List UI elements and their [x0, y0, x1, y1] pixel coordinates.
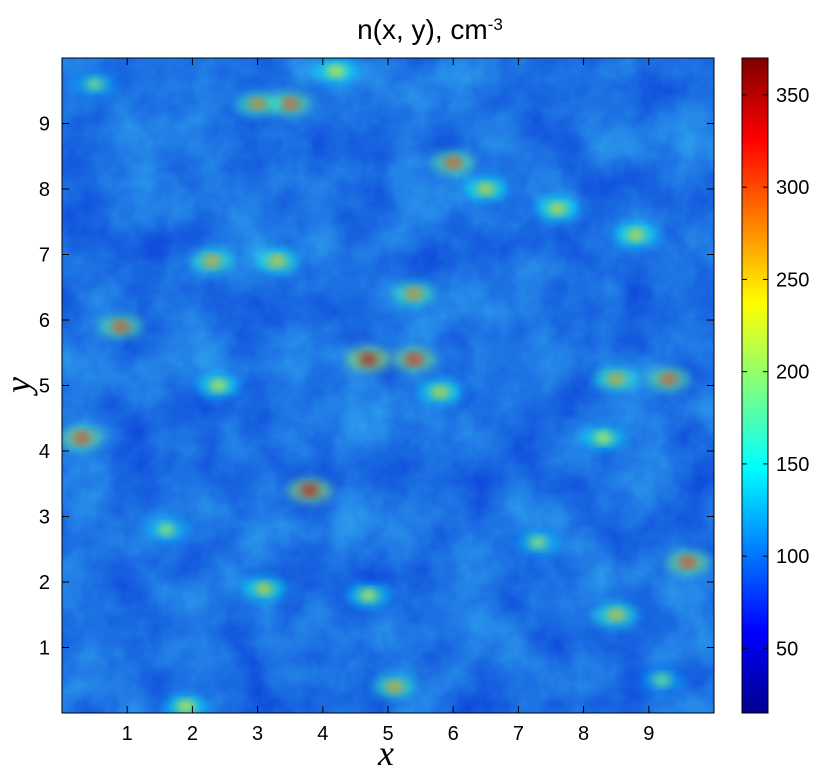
x-tick-label: 1: [122, 723, 133, 745]
y-tick-label: 8: [39, 179, 50, 201]
hotspot-24: [594, 432, 613, 443]
x-tick-label: 8: [578, 723, 589, 745]
colorbar-tick-label: 250: [776, 269, 809, 291]
hotspot-12: [405, 288, 424, 299]
y-tick-label: 7: [39, 245, 50, 267]
colorbar-ticks: 50 100 150 200 250 300 350: [742, 85, 809, 660]
colorbar: [742, 58, 768, 713]
y-tick-label: 6: [39, 310, 50, 332]
colorbar-tick-label: 350: [776, 85, 809, 107]
hotspot-29: [85, 79, 104, 90]
hotspot-26: [157, 524, 176, 535]
hotspot-8: [659, 373, 678, 384]
colorbar-tick-label: 50: [776, 638, 798, 660]
y-tick-label: 9: [39, 114, 50, 136]
hotspot-5: [72, 432, 91, 443]
hotspot-10: [202, 256, 221, 267]
colorbar-tick-label: 300: [776, 177, 809, 199]
hotspot-9: [607, 373, 626, 384]
y-tick-label: 5: [39, 376, 50, 398]
hotspot-0: [359, 354, 378, 365]
hotspot-3: [281, 98, 300, 109]
hotspot-21: [176, 701, 195, 712]
hotspot-13: [476, 184, 495, 194]
y-tick-label: 2: [39, 572, 50, 594]
x-axis-label: x: [377, 733, 394, 773]
y-tick-label: 4: [39, 441, 50, 463]
x-tick-label: 5: [382, 723, 393, 745]
heatmap-hotspots: [62, 59, 710, 713]
x-tick-label: 4: [317, 723, 328, 745]
colorbar-tick-label: 100: [776, 546, 809, 568]
heatmap-field: [62, 58, 714, 713]
chart-title: n(x, y), cm-3: [357, 14, 503, 45]
colorbar-frame: [741, 57, 769, 714]
hotspot-27: [528, 537, 547, 548]
hotspot-18: [385, 681, 404, 692]
x-tick-label: 3: [252, 723, 263, 745]
hotspot-17: [607, 609, 626, 620]
colorbar-tick-label: 150: [776, 454, 809, 476]
hotspot-19: [255, 583, 274, 594]
x-tick-label: 7: [513, 723, 524, 745]
y-axis-ticks: 1 2 3 4 5 6 7 8 9: [39, 114, 714, 660]
hotspot-16: [678, 557, 697, 568]
hotspot-6: [111, 321, 130, 332]
hotspot-25: [359, 590, 378, 601]
hotspot-11: [268, 256, 287, 267]
hotspot-23: [209, 380, 228, 391]
y-tick-label: 3: [39, 507, 50, 529]
chart-title-main: n(x, y), cm: [357, 14, 488, 45]
hotspot-4: [248, 98, 267, 109]
hotspot-14: [548, 203, 567, 214]
hotspot-1: [300, 485, 319, 496]
y-axis-label: y: [0, 377, 38, 396]
hotspot-15: [626, 229, 645, 240]
chart-title-superscript: -3: [488, 15, 503, 34]
hotspot-20: [326, 66, 345, 77]
y-tick-label: 1: [39, 638, 50, 660]
x-tick-label: 9: [643, 723, 654, 745]
colorbar-tick-label: 200: [776, 362, 809, 384]
hotspot-22: [431, 387, 450, 398]
hotspot-28: [652, 675, 671, 686]
x-tick-label: 6: [448, 723, 459, 745]
x-axis-ticks: 1 2 3 4 5 6 7 8 9: [122, 58, 654, 745]
hotspot-7: [405, 354, 424, 365]
x-tick-label: 2: [187, 723, 198, 745]
hotspot-2: [444, 157, 463, 168]
